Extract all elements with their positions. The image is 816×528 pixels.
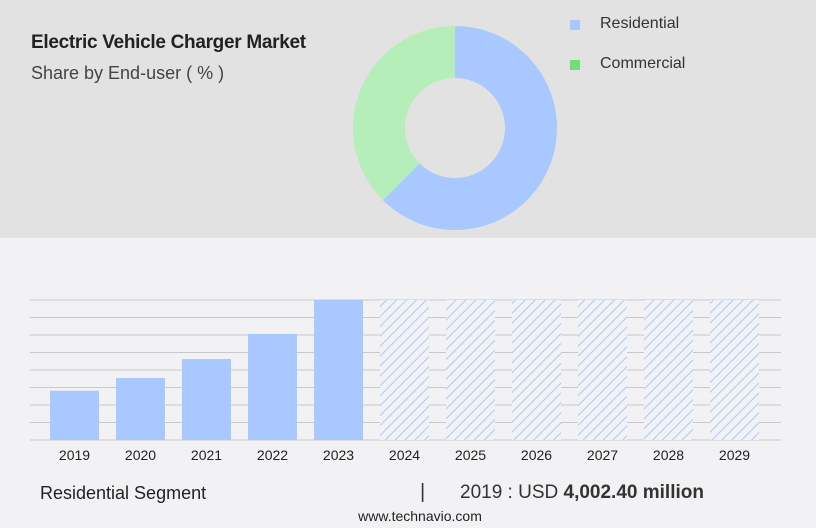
x-tick-label: 2027 [587, 447, 618, 463]
donut-slice-residential [382, 26, 557, 230]
x-tick-label: 2020 [125, 447, 156, 463]
x-tick-label: 2023 [323, 447, 354, 463]
x-tick-label: 2025 [455, 447, 486, 463]
bar-chart: 2019 2020 2021 2022 2023 2024 2025 2026 2027 2028… [30, 299, 781, 463]
x-tick-label: 2019 [59, 447, 90, 463]
bar-2025 [446, 300, 495, 440]
legend-label: Residential [600, 15, 680, 32]
bar-2019 [50, 390, 99, 440]
x-tick-label: 2021 [191, 447, 222, 463]
x-tick-label: 2024 [389, 447, 420, 463]
bar-2023 [314, 300, 363, 440]
separator: | [420, 481, 426, 503]
x-tick-label: 2026 [521, 447, 552, 463]
x-tick-label: 2029 [719, 447, 750, 463]
x-tick-label: 2022 [257, 447, 288, 463]
value-prefix: 2019 : USD [460, 482, 559, 503]
segment-value: 2019 : USD 4,002.40 million [460, 482, 704, 504]
x-tick-label: 2028 [653, 447, 684, 463]
bar-2022 [248, 333, 297, 440]
legend-swatch-commercial [570, 60, 580, 70]
segment-label: Residential Segment [40, 483, 207, 503]
chart-title: Electric Vehicle Charger Market [31, 32, 306, 53]
bar-2024 [380, 300, 429, 440]
donut-slice-commercial [353, 26, 455, 201]
bar-2029 [710, 300, 759, 440]
legend-swatch-residential [570, 20, 580, 30]
bar-2026 [512, 300, 561, 440]
chart-subtitle: Share by End-user ( % ) [31, 63, 225, 83]
legend-label: Commercial [600, 55, 686, 72]
bar-2020 [116, 378, 165, 440]
bar-2028 [644, 300, 693, 440]
value-amount: 4,002.40 million [563, 482, 704, 503]
source-url: www.technavio.com [358, 508, 482, 524]
bar-2021 [182, 359, 231, 440]
bar-2027 [578, 300, 627, 440]
donut-chart [353, 26, 557, 230]
